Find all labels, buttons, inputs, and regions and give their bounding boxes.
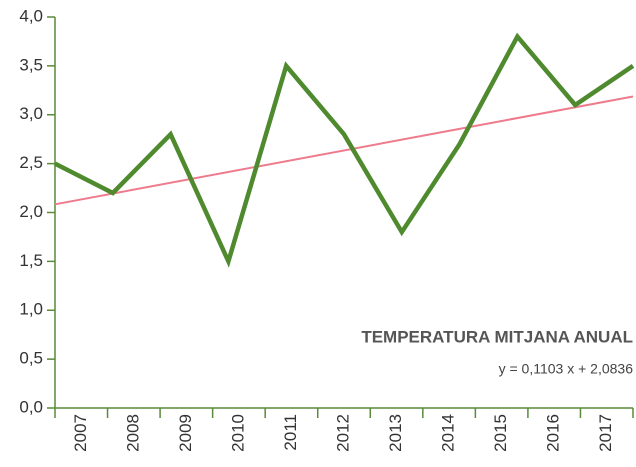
- y-tick-label: 2,5: [19, 153, 43, 172]
- x-tick-label: 2007: [71, 414, 90, 452]
- y-tick-label: 4,0: [19, 6, 43, 25]
- x-tick-label: 2016: [544, 414, 563, 452]
- y-tick-label: 1,5: [19, 251, 43, 270]
- y-tick-label: 2,0: [19, 202, 43, 221]
- y-tick-label: 3,5: [19, 55, 43, 74]
- y-tick-label: 3,0: [19, 104, 43, 123]
- x-tick-label: 2017: [596, 414, 615, 452]
- trend-line: [54, 95, 634, 206]
- x-tick-label: 2012: [333, 414, 352, 452]
- y-tick-label: 0,5: [19, 349, 43, 368]
- x-tick-label: 2008: [123, 414, 142, 452]
- x-tick-label: 2009: [176, 414, 195, 452]
- x-tick-label: 2014: [439, 414, 458, 452]
- x-tick-label: 2010: [228, 414, 247, 452]
- x-tick-label: 2015: [491, 414, 510, 452]
- x-tick-label: 2013: [386, 414, 405, 452]
- trend-equation: y = 0,1103 x + 2,0836: [499, 361, 634, 377]
- y-tick-label: 0,0: [19, 397, 43, 416]
- annotation: TEMPERATURA MITJANA ANUAL: [361, 327, 633, 346]
- y-tick-label: 1,0: [19, 300, 43, 319]
- data-line: [53, 32, 635, 268]
- x-tick-label: 2011: [281, 414, 300, 451]
